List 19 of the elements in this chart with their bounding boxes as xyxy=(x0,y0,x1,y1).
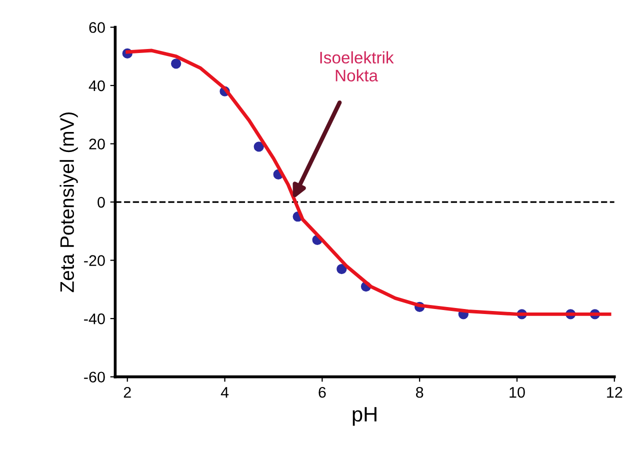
y-tick-label: 20 xyxy=(89,138,105,150)
point xyxy=(254,142,264,152)
y-tick-label: -20 xyxy=(84,255,105,266)
x-tick-label: 6 xyxy=(318,386,326,398)
point xyxy=(336,264,347,274)
annotation: Isoelektrik Nokta xyxy=(320,51,394,82)
point xyxy=(170,58,182,69)
y-tick-label: 60 xyxy=(89,22,105,33)
y-tick-label: -60 xyxy=(84,372,105,383)
x-tick-label: 12 xyxy=(607,386,622,398)
y-axis-title: Zeta Potensiyel (mV) xyxy=(60,112,78,292)
x-tick-label: 4 xyxy=(220,387,229,398)
x-tick-label: 8 xyxy=(416,386,424,398)
x-tick-label: 10 xyxy=(510,386,525,398)
y-tick-label: 40 xyxy=(88,80,105,92)
x-axis-title: pH xyxy=(352,407,376,426)
y-tick-label: 0 xyxy=(98,196,105,208)
x-tick-label: 2 xyxy=(124,386,131,398)
y-tick-label: -40 xyxy=(84,313,105,324)
